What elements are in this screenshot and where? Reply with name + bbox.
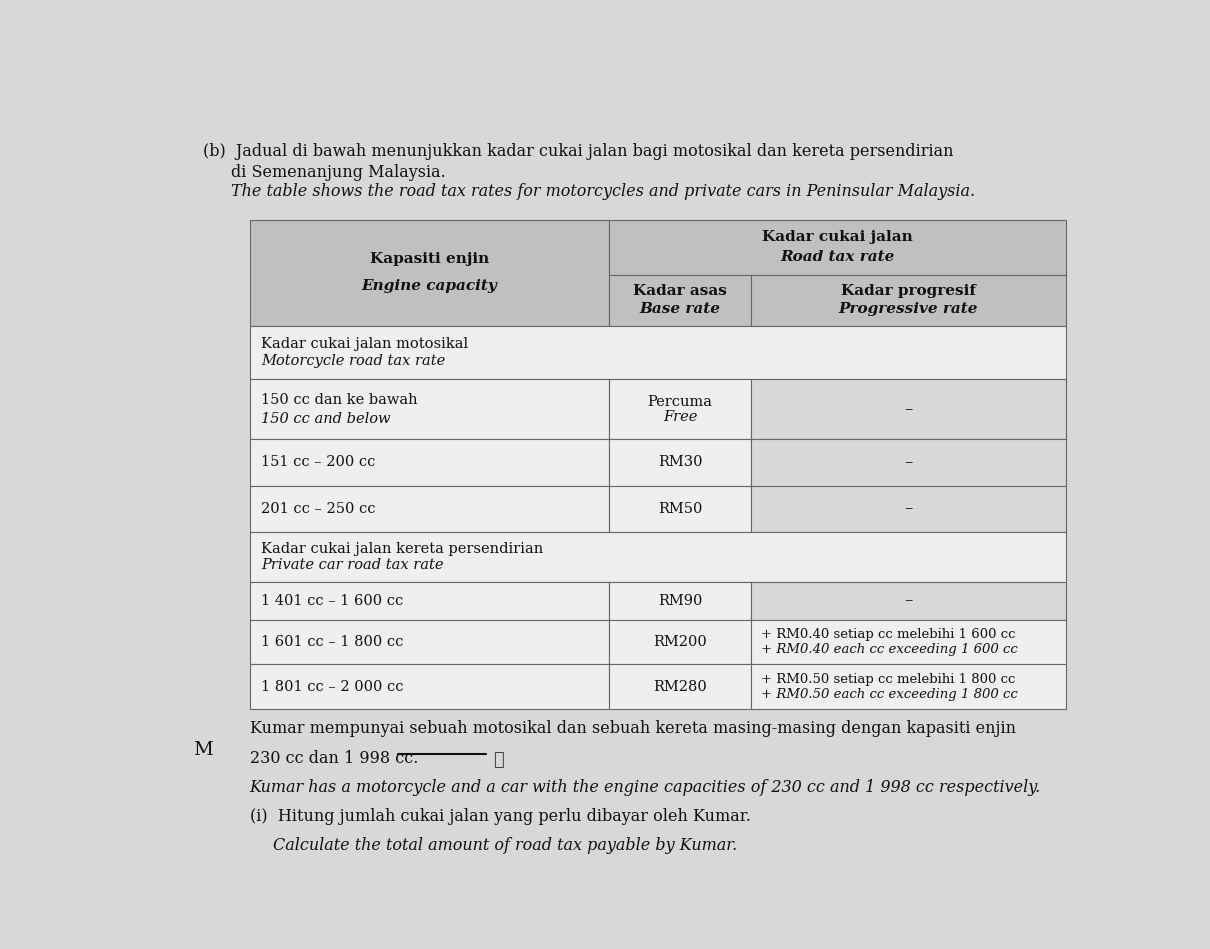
Bar xyxy=(751,274,1066,326)
Bar xyxy=(249,664,609,710)
Text: M: M xyxy=(194,741,213,759)
Text: Kadar cukai jalan kereta persendirian: Kadar cukai jalan kereta persendirian xyxy=(261,542,543,556)
Text: Motorcycle road tax rate: Motorcycle road tax rate xyxy=(261,354,445,368)
Bar xyxy=(249,531,1066,582)
Text: + RM0.40 setiap cc melebihi 1 600 cc: + RM0.40 setiap cc melebihi 1 600 cc xyxy=(761,628,1015,642)
Bar xyxy=(751,582,1066,620)
Text: Kumar mempunyai sebuah motosikal dan sebuah kereta masing-masing dengan kapasiti: Kumar mempunyai sebuah motosikal dan seb… xyxy=(249,720,1015,737)
Text: 150 cc dan ke bawah: 150 cc dan ke bawah xyxy=(261,393,417,407)
Text: Free: Free xyxy=(663,410,697,424)
Bar xyxy=(609,439,751,486)
Text: Road tax rate: Road tax rate xyxy=(780,251,894,264)
Text: Kadar asas: Kadar asas xyxy=(633,284,727,298)
Text: –: – xyxy=(904,454,912,471)
Text: Engine capacity: Engine capacity xyxy=(362,279,497,293)
Text: RM30: RM30 xyxy=(658,456,702,470)
Text: Progressive rate: Progressive rate xyxy=(839,303,978,316)
Bar xyxy=(249,220,609,326)
Text: ℬ: ℬ xyxy=(494,751,505,769)
Text: Kadar progresif: Kadar progresif xyxy=(841,284,976,298)
Bar xyxy=(249,380,609,439)
Bar xyxy=(609,582,751,620)
Text: Kapasiti enjin: Kapasiti enjin xyxy=(369,252,489,266)
Text: Kumar has a motorcycle and a car with the engine capacities of 230 cc and 1 998 : Kumar has a motorcycle and a car with th… xyxy=(249,779,1041,796)
Bar xyxy=(609,274,751,326)
Text: The table shows the road tax rates for motorcycles and private cars in Peninsula: The table shows the road tax rates for m… xyxy=(231,183,975,200)
Text: –: – xyxy=(904,400,912,418)
Text: RM90: RM90 xyxy=(658,594,702,608)
Text: 1 601 cc – 1 800 cc: 1 601 cc – 1 800 cc xyxy=(261,635,403,649)
Text: 201 cc – 250 cc: 201 cc – 250 cc xyxy=(261,502,375,515)
Bar xyxy=(751,620,1066,664)
Text: 230 cc dan 1 998 cc.: 230 cc dan 1 998 cc. xyxy=(249,750,419,767)
Text: + RM0.50 setiap cc melebihi 1 800 cc: + RM0.50 setiap cc melebihi 1 800 cc xyxy=(761,673,1015,686)
Text: (i)  Hitung jumlah cukai jalan yang perlu dibayar oleh Kumar.: (i) Hitung jumlah cukai jalan yang perlu… xyxy=(249,809,750,825)
Text: di Semenanjung Malaysia.: di Semenanjung Malaysia. xyxy=(231,163,445,180)
Text: Private car road tax rate: Private car road tax rate xyxy=(261,558,444,572)
Text: 1 401 cc – 1 600 cc: 1 401 cc – 1 600 cc xyxy=(261,594,403,608)
Text: Kadar cukai jalan motosikal: Kadar cukai jalan motosikal xyxy=(261,337,468,351)
Bar xyxy=(751,380,1066,439)
Bar xyxy=(609,380,751,439)
Bar xyxy=(249,582,609,620)
Bar xyxy=(609,486,751,531)
Text: Base rate: Base rate xyxy=(640,303,721,316)
Bar xyxy=(249,620,609,664)
Bar xyxy=(751,664,1066,710)
Text: 151 cc – 200 cc: 151 cc – 200 cc xyxy=(261,456,375,470)
Text: Kadar cukai jalan: Kadar cukai jalan xyxy=(762,231,912,245)
Text: + RM0.50 each cc exceeding 1 800 cc: + RM0.50 each cc exceeding 1 800 cc xyxy=(761,688,1018,700)
Text: 1 801 cc – 2 000 cc: 1 801 cc – 2 000 cc xyxy=(261,679,403,694)
Text: RM50: RM50 xyxy=(658,502,702,515)
Bar xyxy=(249,326,1066,380)
Bar xyxy=(609,220,1066,274)
Text: Calculate the total amount of road tax payable by Kumar.: Calculate the total amount of road tax p… xyxy=(273,837,737,854)
Bar xyxy=(751,486,1066,531)
Bar xyxy=(609,620,751,664)
Text: + RM0.40 each cc exceeding 1 600 cc: + RM0.40 each cc exceeding 1 600 cc xyxy=(761,642,1018,656)
Bar xyxy=(249,486,609,531)
Bar xyxy=(249,439,609,486)
Text: –: – xyxy=(904,500,912,517)
Text: Percuma: Percuma xyxy=(647,395,713,409)
Text: 150 cc and below: 150 cc and below xyxy=(261,412,391,426)
Bar xyxy=(609,664,751,710)
Text: RM200: RM200 xyxy=(653,635,707,649)
Text: –: – xyxy=(904,592,912,609)
Text: (b)  Jadual di bawah menunjukkan kadar cukai jalan bagi motosikal dan kereta per: (b) Jadual di bawah menunjukkan kadar cu… xyxy=(203,143,953,160)
Bar xyxy=(751,439,1066,486)
Text: RM280: RM280 xyxy=(653,679,707,694)
